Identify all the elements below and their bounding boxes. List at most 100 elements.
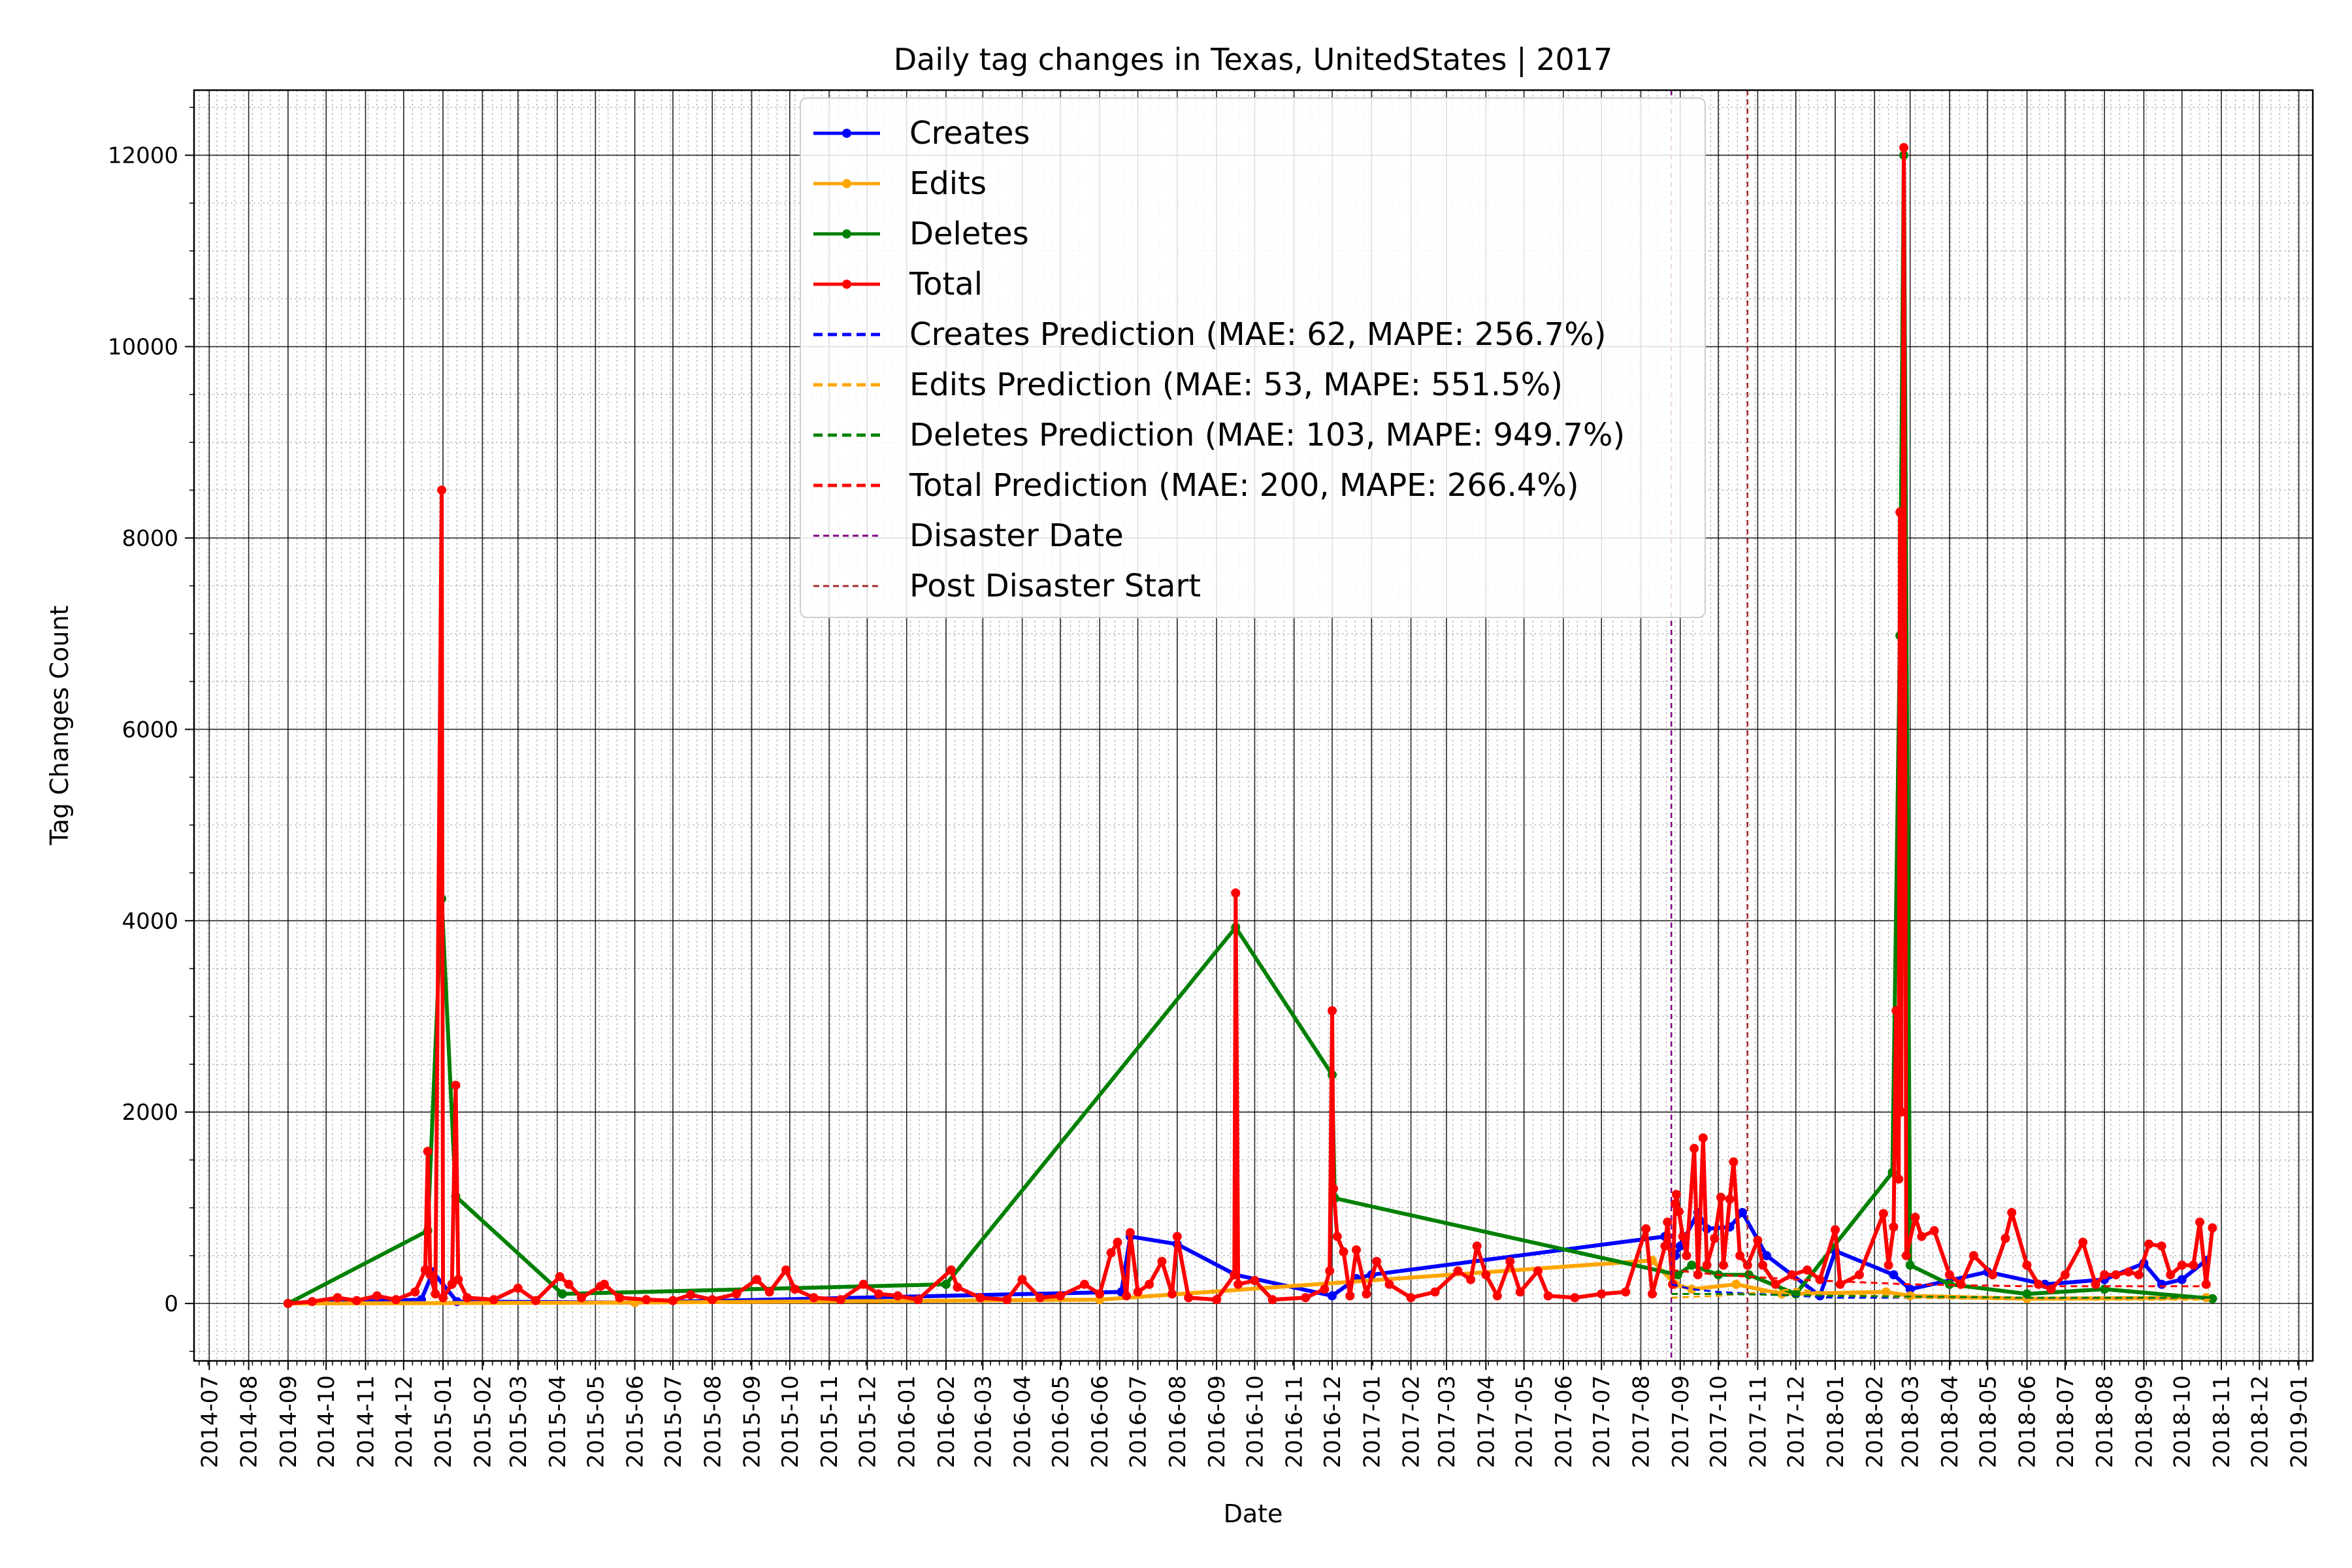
x-tick-label: 2014-12: [391, 1375, 417, 1468]
total-point: [600, 1279, 609, 1289]
edits-prediction-legend-label: Edits Prediction (MAE: 53, MAPE: 551.5%): [909, 367, 1563, 403]
deletes-point: [941, 1279, 951, 1289]
total-point: [1362, 1289, 1371, 1299]
total-point: [1597, 1289, 1607, 1299]
total-point: [1988, 1270, 1998, 1280]
total-point: [781, 1265, 791, 1275]
total-point: [1910, 1213, 1920, 1222]
total-prediction-legend-label: Total Prediction (MAE: 200, MAPE: 266.4%…: [909, 467, 1579, 504]
x-tick-label: 2015-05: [583, 1375, 609, 1468]
total-point: [1157, 1256, 1167, 1266]
total-point: [1771, 1279, 1780, 1289]
total-point: [453, 1275, 463, 1284]
total-point: [1878, 1209, 1888, 1218]
total-point: [1372, 1256, 1382, 1266]
total-point: [423, 1147, 433, 1156]
total-point: [1718, 1260, 1728, 1270]
total-point: [1106, 1248, 1116, 1258]
series-area: [283, 90, 2217, 1361]
x-tick-label: 2014-07: [197, 1375, 223, 1468]
total-point: [2134, 1270, 2144, 1280]
total-point: [1325, 1266, 1335, 1276]
deletes-prediction-line: [1671, 1293, 2213, 1299]
total-point: [642, 1295, 651, 1305]
deletes-point: [1744, 1270, 1754, 1280]
x-tick-label: 2018-11: [2209, 1375, 2235, 1468]
total-point: [1570, 1293, 1580, 1303]
x-tick-label: 2016-09: [1204, 1375, 1230, 1468]
total-point: [1716, 1192, 1725, 1202]
total-point: [790, 1284, 800, 1294]
total-point: [564, 1279, 574, 1289]
x-tick-label: 2014-10: [314, 1375, 340, 1468]
y-tick-label: 12000: [108, 143, 178, 169]
y-axis-label: Tag Changes Count: [45, 606, 74, 846]
total-point: [975, 1293, 985, 1303]
x-tick-label: 2019-01: [2287, 1375, 2313, 1468]
y-tick-label: 6000: [122, 717, 178, 743]
x-tick-label: 2016-06: [1087, 1375, 1113, 1468]
creates-point: [2177, 1275, 2187, 1284]
total-point: [1233, 1279, 1243, 1289]
deletes-point: [1687, 1260, 1697, 1270]
x-tick-label: 2016-04: [1010, 1375, 1036, 1468]
total-point: [1168, 1289, 1177, 1299]
total-point: [447, 1279, 457, 1289]
total-point: [1017, 1275, 1027, 1284]
total-point: [1671, 1190, 1681, 1200]
total-point: [333, 1293, 342, 1303]
x-tick-label: 2015-04: [545, 1375, 571, 1468]
x-tick-label: 2016-08: [1165, 1375, 1191, 1468]
total-point: [1231, 888, 1241, 898]
total-point: [1301, 1293, 1311, 1303]
total-point: [1113, 1237, 1122, 1247]
x-tick-label: 2015-06: [623, 1375, 649, 1468]
total-point: [1212, 1295, 1222, 1305]
x-tick-label: 2018-05: [1975, 1375, 2001, 1468]
total-point: [893, 1291, 903, 1301]
total-point: [531, 1296, 540, 1305]
deletes-prediction-legend-label: Deletes Prediction (MAE: 103, MAPE: 949.…: [909, 417, 1625, 453]
total-point: [283, 1299, 293, 1309]
edits-point: [1731, 1279, 1741, 1289]
total-point: [1803, 1265, 1812, 1275]
total-point: [1035, 1293, 1045, 1303]
creates-legend-marker: [842, 129, 851, 138]
total-point: [1929, 1226, 1939, 1235]
x-tick-label: 2016-03: [970, 1375, 996, 1468]
total-point: [451, 1081, 461, 1090]
x-tick-label: 2017-03: [1434, 1375, 1460, 1468]
total-legend-marker: [842, 280, 851, 289]
total-point: [1854, 1270, 1864, 1280]
x-tick-label: 2017-07: [1589, 1375, 1615, 1468]
x-tick-label: 2015-07: [661, 1375, 687, 1468]
total-point: [858, 1279, 868, 1289]
total-point: [2001, 1233, 2010, 1243]
total-point: [836, 1295, 845, 1305]
x-tick-label: 2017-06: [1551, 1375, 1577, 1468]
total-point: [513, 1283, 523, 1293]
total-point: [1430, 1287, 1440, 1297]
total-point: [2124, 1267, 2134, 1277]
total-point: [2189, 1260, 2198, 1270]
total-point: [438, 1293, 448, 1303]
deletes-point: [2208, 1294, 2217, 1303]
total-point: [1515, 1287, 1525, 1297]
edits-point: [1881, 1287, 1891, 1297]
total-point: [1663, 1217, 1673, 1227]
total-point: [874, 1289, 883, 1299]
total-point: [2007, 1208, 2017, 1217]
deletes-point: [1673, 1270, 1682, 1280]
total-point: [752, 1275, 762, 1284]
total-point: [1682, 1250, 1691, 1260]
x-tick-label: 2015-02: [470, 1375, 496, 1468]
total-point: [2060, 1270, 2070, 1280]
x-tick-label: 2018-02: [1862, 1375, 1888, 1468]
total-point: [913, 1295, 923, 1305]
total-point: [2022, 1260, 2032, 1270]
total-point: [1345, 1291, 1355, 1301]
total-point: [1453, 1266, 1463, 1276]
total-point: [1725, 1194, 1735, 1204]
x-tick-label: 2014-08: [237, 1375, 263, 1468]
